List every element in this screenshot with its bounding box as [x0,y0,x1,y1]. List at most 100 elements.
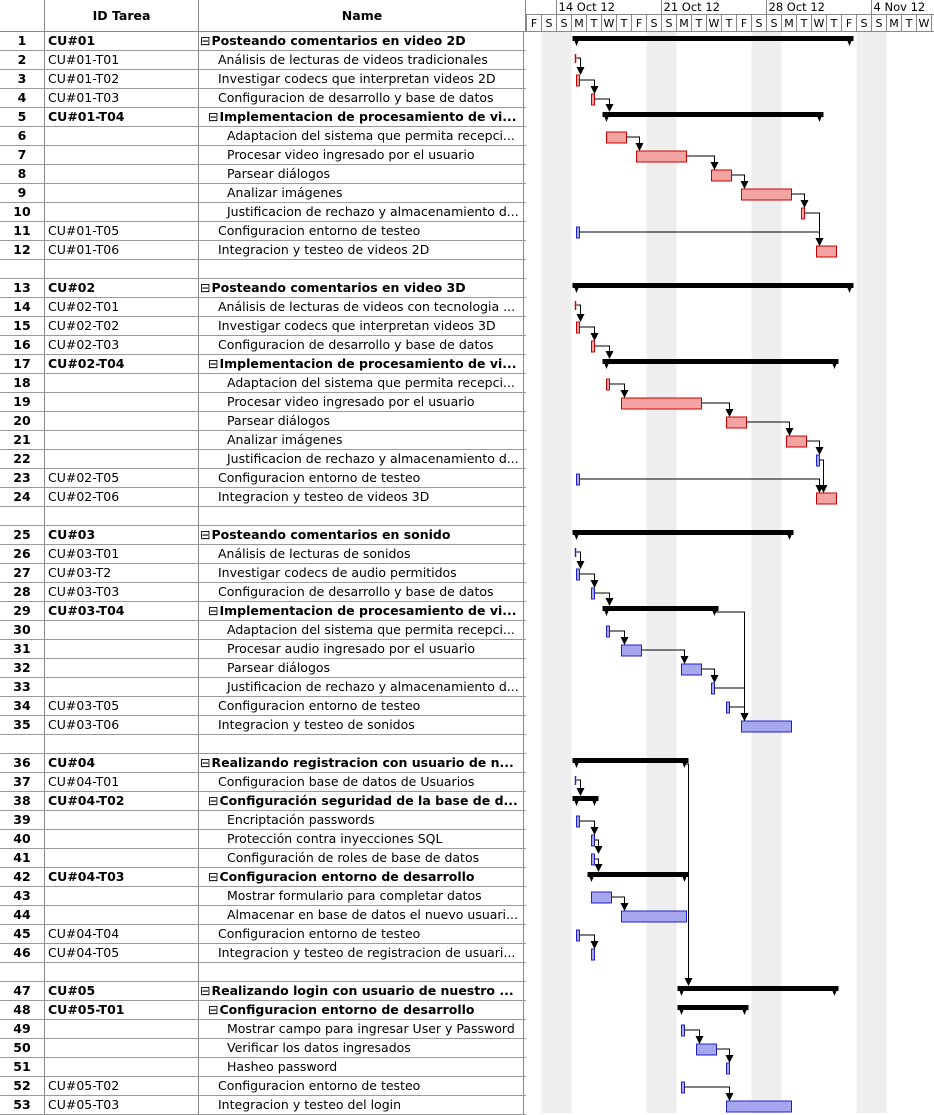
task-row[interactable]: 26 CU#03-T01 Análisis de lecturas de sonid… [0,545,526,564]
task-name-cell[interactable]: Integracion y testeo de sonidos [199,716,524,734]
task-row[interactable]: 27 CU#03-T2 Investigar codecs de audio per… [0,564,526,583]
task-row[interactable]: 39 Encriptación passwords [0,811,526,830]
task-name-cell[interactable]: Mostrar formulario para completar datos [199,887,524,905]
task-row[interactable]: 52 CU#05-T02 Configuracion entorno de test… [0,1077,526,1096]
task-row[interactable]: 21 Analizar imágenes [0,431,526,450]
task-row[interactable]: 24 CU#02-T06 Integracion y testeo de video… [0,488,526,507]
task-row[interactable]: 11 CU#01-T05 Configuracion entorno de test… [0,222,526,241]
task-row[interactable]: 34 CU#03-T05 Configuracion entorno de test… [0,697,526,716]
task-name-cell[interactable]: Analizar imágenes [199,184,524,202]
task-name-cell[interactable]: Configuración de roles de base de datos [199,849,524,867]
task-name-cell[interactable]: Procesar video ingresado por el usuario [199,393,524,411]
task-row[interactable]: 16 CU#02-T03 Configuracion de desarrollo y… [0,336,526,355]
task-row[interactable]: 33 Justificacion de rechazo y almacenamie… [0,678,526,697]
task-name-cell[interactable]: Configuracion entorno de testeo [199,925,524,943]
task-name-cell[interactable]: ⊟Posteando comentarios en video 3D [199,279,524,297]
id-tarea-header[interactable]: ID Tarea [45,0,199,32]
task-name-cell[interactable]: Configuracion entorno de testeo [199,697,524,715]
task-row[interactable]: 50 Verificar los datos ingresados [0,1039,526,1058]
task-row[interactable]: 42 CU#04-T03 ⊟Configuracion entorno de des… [0,868,526,887]
collapse-toggle-icon[interactable]: ⊟ [208,603,219,618]
task-name-cell[interactable]: ⊟Posteando comentarios en video 2D [199,32,524,50]
task-row[interactable]: 36 CU#04 ⊟Realizando registracion con usua… [0,754,526,773]
task-name-cell[interactable]: Investigar codecs que interpretan videos… [199,317,524,335]
task-name-cell[interactable]: Investigar codecs de audio permitidos [199,564,524,582]
task-row[interactable]: 1 CU#01 ⊟Posteando comentarios en video 2D [0,32,526,51]
task-row[interactable]: 12 CU#01-T06 Integracion y testeo de video… [0,241,526,260]
task-row[interactable]: 20 Parsear diálogos [0,412,526,431]
task-row[interactable]: 4 CU#01-T03 Configuracion de desarrollo y … [0,89,526,108]
collapse-toggle-icon[interactable]: ⊟ [200,280,211,295]
task-name-cell[interactable]: Mostrar campo para ingresar User y Passw… [199,1020,524,1038]
task-name-cell[interactable]: Encriptación passwords [199,811,524,829]
task-name-cell[interactable]: Integracion y testeo del login [199,1096,524,1114]
task-row[interactable]: 28 CU#03-T03 Configuracion de desarrollo y… [0,583,526,602]
task-row[interactable]: 18 Adaptacion del sistema que permita rec… [0,374,526,393]
task-name-cell[interactable]: Procesar video ingresado por el usuario [199,146,524,164]
task-row[interactable]: 45 CU#04-T04 Configuracion entorno de test… [0,925,526,944]
blank-row[interactable] [0,735,526,754]
task-name-cell[interactable]: ⊟Configuracion entorno de desarrollo [199,868,524,886]
task-name-cell[interactable]: Integracion y testeo de videos 3D [199,488,524,506]
task-name-cell[interactable]: ⊟Configuración seguridad de la base de d… [199,792,524,810]
collapse-toggle-icon[interactable]: ⊟ [200,983,211,998]
task-row[interactable]: 7 Procesar video ingresado por el usuario [0,146,526,165]
task-name-cell[interactable] [199,260,524,278]
blank-row[interactable] [0,963,526,982]
blank-row[interactable] [0,507,526,526]
task-name-cell[interactable]: Análisis de lecturas de sonidos [199,545,524,563]
task-name-cell[interactable]: Hasheo password [199,1058,524,1076]
task-row[interactable]: 13 CU#02 ⊟Posteando comentarios en video 3… [0,279,526,298]
collapse-toggle-icon[interactable]: ⊟ [208,356,219,371]
task-name-cell[interactable]: Adaptacion del sistema que permita recep… [199,127,524,145]
task-row[interactable]: 19 Procesar video ingresado por el usuari… [0,393,526,412]
task-name-cell[interactable]: ⊟Implementacion de procesamiento de vi..… [199,108,524,126]
task-row[interactable]: 22 Justificacion de rechazo y almacenamie… [0,450,526,469]
task-name-cell[interactable]: Verificar los datos ingresados [199,1039,524,1057]
task-name-cell[interactable]: ⊟Implementacion de procesamiento de vi..… [199,355,524,373]
task-name-cell[interactable]: Análisis de lecturas de videos tradicion… [199,51,524,69]
task-name-cell[interactable]: Configuracion de desarrollo y base de da… [199,336,524,354]
task-row[interactable]: 8 Parsear diálogos [0,165,526,184]
task-row[interactable]: 37 CU#04-T01 Configuracion base de datos d… [0,773,526,792]
task-row[interactable]: 51 Hasheo password [0,1058,526,1077]
task-row[interactable]: 9 Analizar imágenes [0,184,526,203]
task-name-cell[interactable]: Integracion y testeo de videos 2D [199,241,524,259]
task-row[interactable]: 32 Parsear diálogos [0,659,526,678]
task-name-cell[interactable]: Configuracion base de datos de Usuarios [199,773,524,791]
task-row[interactable]: 53 CU#05-T03 Integracion y testeo del logi… [0,1096,526,1115]
task-name-cell[interactable]: Parsear diálogos [199,412,524,430]
task-row[interactable]: 23 CU#02-T05 Configuracion entorno de test… [0,469,526,488]
task-name-cell[interactable]: Analizar imágenes [199,431,524,449]
task-name-cell[interactable]: Configuracion de desarrollo y base de da… [199,89,524,107]
task-name-cell[interactable]: Adaptacion del sistema que permita recep… [199,621,524,639]
task-row[interactable]: 3 CU#01-T02 Investigar codecs que interpre… [0,70,526,89]
collapse-toggle-icon[interactable]: ⊟ [208,1002,219,1017]
task-row[interactable]: 29 CU#03-T04 ⊟Implementacion de procesamie… [0,602,526,621]
task-row[interactable]: 47 CU#05 ⊟Realizando login con usuario de … [0,982,526,1001]
task-name-cell[interactable] [199,963,524,981]
task-row[interactable]: 2 CU#01-T01 Análisis de lecturas de videos… [0,51,526,70]
task-name-cell[interactable]: Justificacion de rechazo y almacenamient… [199,678,524,696]
task-row[interactable]: 40 Protección contra inyecciones SQL [0,830,526,849]
task-name-cell[interactable]: ⊟Configuracion entorno de desarrollo [199,1001,524,1019]
task-row[interactable]: 49 Mostrar campo para ingresar User y Pas… [0,1020,526,1039]
task-row[interactable]: 48 CU#05-T01 ⊟Configuracion entorno de des… [0,1001,526,1020]
task-name-cell[interactable]: Análisis de lecturas de videos con tecno… [199,298,524,316]
task-name-cell[interactable]: ⊟Posteando comentarios en sonido [199,526,524,544]
task-name-cell[interactable]: Justificacion de rechazo y almacenamient… [199,203,524,221]
collapse-toggle-icon[interactable]: ⊟ [200,33,211,48]
row-number-header[interactable] [0,0,45,32]
task-row[interactable]: 10 Justificacion de rechazo y almacenamie… [0,203,526,222]
task-name-cell[interactable]: Configuracion entorno de testeo [199,222,524,240]
collapse-toggle-icon[interactable]: ⊟ [208,869,219,884]
task-name-cell[interactable]: Protección contra inyecciones SQL [199,830,524,848]
task-name-cell[interactable]: Parsear diálogos [199,165,524,183]
task-row[interactable]: 41 Configuración de roles de base de dato… [0,849,526,868]
task-row[interactable]: 31 Procesar audio ingresado por el usuari… [0,640,526,659]
task-row[interactable]: 15 CU#02-T02 Investigar codecs que interpr… [0,317,526,336]
task-row[interactable]: 6 Adaptacion del sistema que permita rece… [0,127,526,146]
task-name-cell[interactable]: Integracion y testeo de registracion de … [199,944,524,962]
task-row[interactable]: 25 CU#03 ⊟Posteando comentarios en sonido [0,526,526,545]
task-name-cell[interactable]: ⊟Realizando login con usuario de nuestro… [199,982,524,1000]
